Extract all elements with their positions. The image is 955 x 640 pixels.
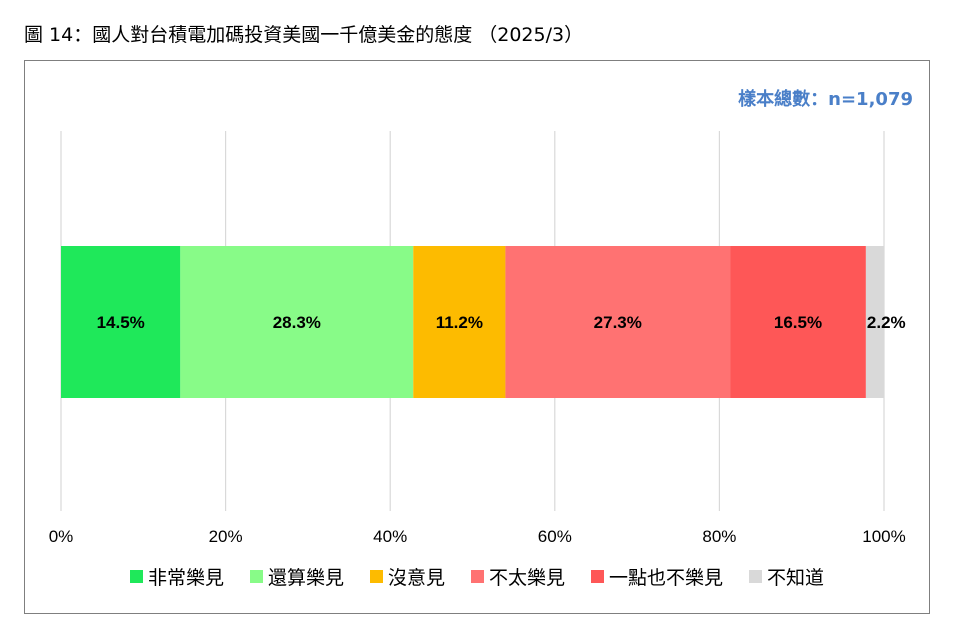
data-label-6: 2.2%	[867, 313, 906, 332]
x-tick-label: 0%	[49, 527, 74, 546]
legend-swatch	[249, 570, 263, 583]
data-labels: 14.5% 28.3% 11.2% 27.3% 16.5% 2.2%	[97, 313, 906, 332]
data-label-5: 16.5%	[774, 313, 822, 332]
legend-label: 不知道	[767, 567, 825, 589]
bar-segment-3	[413, 246, 506, 398]
legend-label: 非常樂見	[147, 567, 224, 589]
chart-frame: 樣本總數：n=1,079 14.5% 28.3% 11.2% 27.3% 16.5% 2.…	[24, 60, 930, 614]
bar-segments	[61, 246, 884, 398]
legend-item-1: 非常樂見	[129, 563, 224, 590]
data-label-3: 11.2%	[436, 313, 483, 332]
legend-label: 沒意見	[387, 567, 445, 589]
legend-item-4: 不太樂見	[471, 563, 565, 590]
sample-size-note: 樣本總數：n=1,079	[738, 89, 913, 110]
x-tick-label: 60%	[538, 527, 572, 546]
legend-item-3: 沒意見	[369, 563, 445, 590]
legend-swatch	[591, 570, 605, 583]
legend-swatch	[471, 570, 484, 583]
x-tick-label: 80%	[702, 527, 736, 546]
x-tick-label: 100%	[862, 527, 905, 546]
bar-segment-2	[180, 246, 414, 398]
legend-swatch	[369, 570, 383, 583]
bar-segment-6	[865, 246, 884, 398]
data-label-4: 27.3%	[594, 313, 642, 332]
legend-item-5: 一點也不樂見	[591, 563, 723, 590]
legend-label: 不太樂見	[489, 567, 566, 589]
x-axis-ticks: 0% 20% 40% 60% 80% 100%	[49, 527, 906, 546]
data-label-1: 14.5%	[97, 313, 145, 332]
bar-segment-4	[505, 246, 731, 398]
legend-label: 一點也不樂見	[609, 567, 724, 589]
legend-swatch	[129, 570, 143, 583]
data-label-2: 28.3%	[273, 313, 321, 332]
legend-label: 還算樂見	[267, 567, 344, 589]
legend-swatch	[749, 570, 763, 583]
bar-segment-5	[730, 246, 866, 398]
x-tick-label: 20%	[209, 527, 243, 546]
legend-item-6: 不知道	[749, 563, 824, 590]
legend: 非常樂見 還算樂見 沒意見 不太樂見 一點也不樂見 不知道	[25, 563, 929, 590]
stacked-bar-chart: 14.5% 28.3% 11.2% 27.3% 16.5% 2.2% 0% 20% 40% 60…	[49, 131, 906, 546]
bar-segment-1	[61, 246, 181, 398]
x-tick-label: 40%	[373, 527, 407, 546]
figure-title: 圖 14：國人對台積電加碼投資美國一千億美金的態度 （2025/3）	[24, 24, 584, 46]
legend-item-2: 還算樂見	[249, 563, 344, 590]
